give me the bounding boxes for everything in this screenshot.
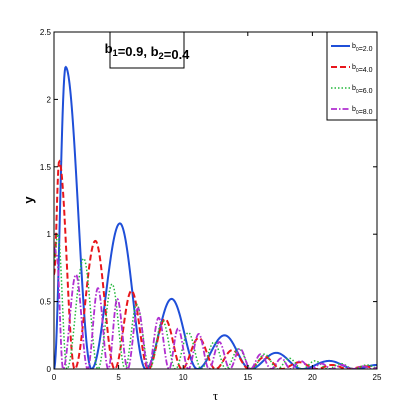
legend-entries: b0=2.0 b0=4.0 b0=6.0 b0=8.0 (331, 43, 373, 116)
series-line-3 (54, 232, 377, 369)
annotation-frame (109, 31, 185, 69)
y-tick-label: 1.5 (40, 163, 52, 172)
legend: b0=2.0 b0=4.0 b0=6.0 b0=8.0 (326, 31, 378, 121)
plot-frame (53, 31, 378, 370)
legend-label-2: b0=4.0 (352, 64, 373, 74)
y-tick-label: 2.5 (40, 28, 52, 37)
y-tick-label: 1 (47, 230, 52, 239)
legend-label-1: b0=2.0 (352, 43, 373, 53)
annotation-text: b1=0.9, b2=0.4 (105, 41, 191, 62)
x-tick-label: 20 (308, 373, 317, 382)
y-tick-label: 0.5 (40, 298, 52, 307)
annotation-box: b1=0.9, b2=0.4 (105, 31, 191, 69)
y-axis-label: y (21, 196, 36, 204)
legend-label-4: b0=8.0 (352, 106, 373, 116)
y-tick-label: 2 (47, 95, 52, 104)
x-tick-label: 0 (52, 373, 57, 382)
y-tick-label: 0 (47, 365, 52, 374)
x-tick-label: 25 (373, 373, 382, 382)
legend-label-3: b0=6.0 (352, 85, 373, 95)
x-tick-label: 15 (243, 373, 252, 382)
x-tick-label: 10 (179, 373, 188, 382)
x-tick-label: 5 (116, 373, 121, 382)
x-axis-label: τ (213, 388, 218, 403)
plot-area (54, 32, 377, 369)
